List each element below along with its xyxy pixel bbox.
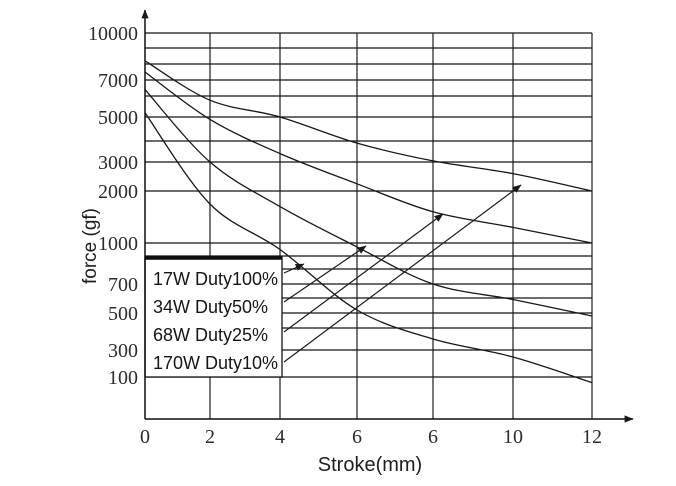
y-tick-7000: 7000 (98, 70, 138, 92)
curve-34w (144, 89, 593, 317)
x-axis-title: Stroke(mm) (318, 454, 422, 476)
curve-17w (144, 112, 593, 384)
legend-leader-arrows (283, 184, 522, 363)
legend-leader-arrow-2 (283, 245, 367, 303)
legend-leader-arrow-1 (283, 263, 305, 274)
y-tick-700: 700 (108, 274, 138, 296)
y-tick-500: 500 (108, 303, 138, 325)
y-tick-100: 100 (108, 367, 138, 389)
y-tick-300: 300 (108, 340, 138, 362)
x-tick-0: 0 (140, 426, 150, 448)
legend-leader-arrow-3 (283, 213, 444, 333)
x-tick-12: 12 (582, 426, 602, 448)
x-tick-8-mislabeled-6: 6 (428, 426, 438, 448)
x-tick-4: 4 (275, 426, 285, 448)
y-tick-5000: 5000 (98, 107, 138, 129)
y-tick-10000: 10000 (88, 23, 138, 45)
y-tick-1000: 1000 (98, 233, 138, 255)
y-axis-title: force (gf) (80, 208, 101, 284)
legend-label-68w: 68W Duty25% (153, 325, 268, 345)
axes (141, 9, 634, 423)
y-tick-2000: 2000 (98, 181, 138, 203)
x-tick-10: 10 (503, 426, 523, 448)
legend: 17W Duty100% 34W Duty50% 68W Duty25% 170… (144, 256, 283, 378)
legend-box (144, 256, 283, 378)
x-tick-labels: 0 2 4 6 6 10 12 (140, 426, 602, 448)
curve-170w (144, 60, 593, 192)
legend-label-34w: 34W Duty50% (153, 297, 268, 317)
x-tick-2: 2 (205, 426, 215, 448)
x-tick-6: 6 (352, 426, 362, 448)
y-tick-3000: 3000 (98, 152, 138, 174)
curve-68w (144, 71, 593, 244)
force-curves (144, 60, 593, 384)
y-tick-labels: 10000 7000 5000 3000 2000 1000 700 500 3… (88, 23, 138, 389)
legend-label-17w: 17W Duty100% (153, 269, 278, 289)
legend-label-170w: 170W Duty10% (153, 353, 278, 373)
legend-leader-arrow-4 (283, 184, 522, 363)
